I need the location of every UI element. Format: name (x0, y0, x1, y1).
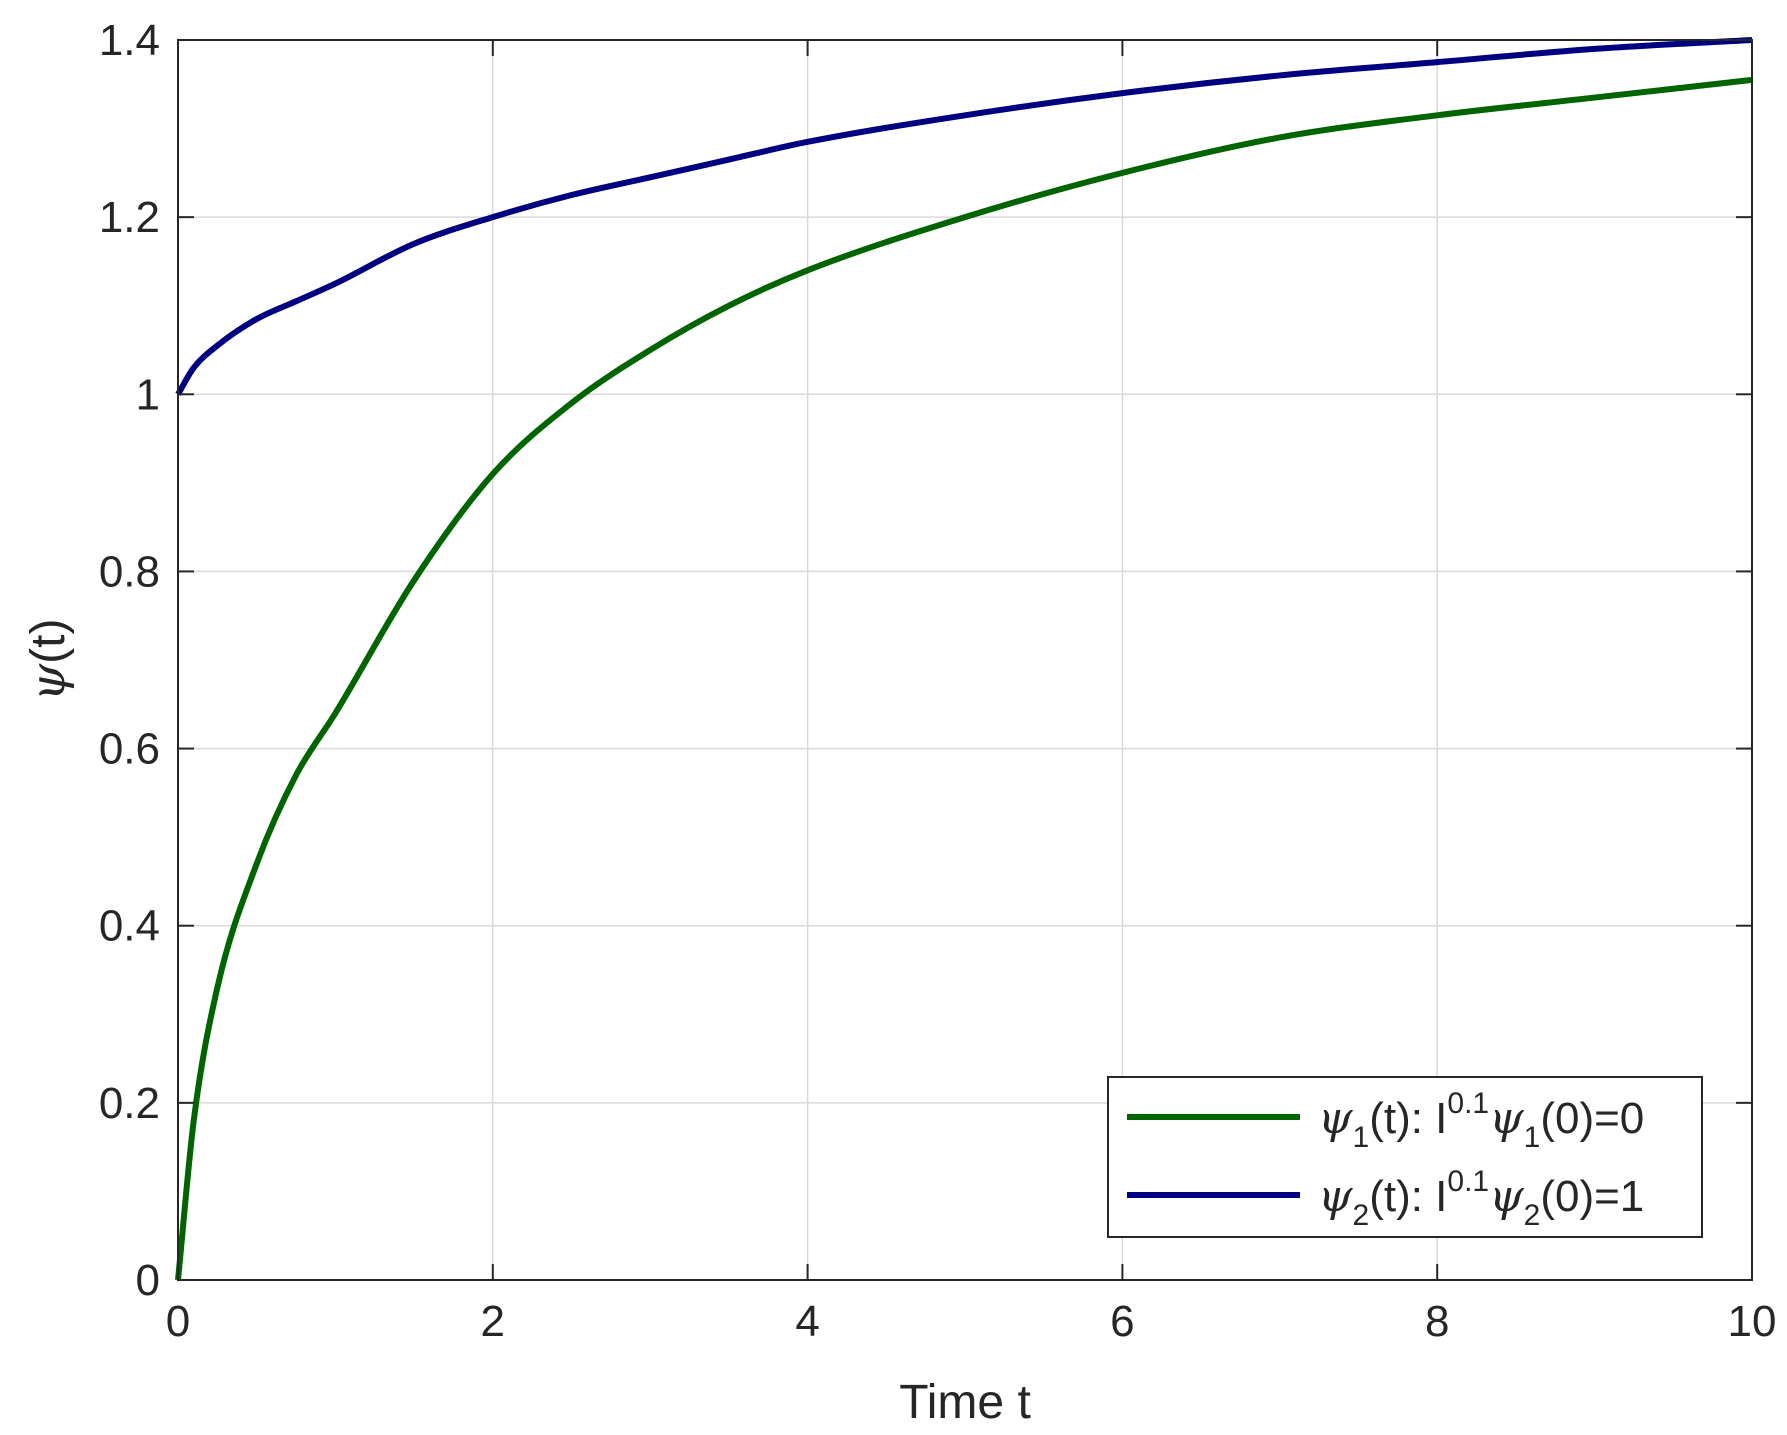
series-line-psi1 (175, 76, 1753, 1281)
y-tick-label: 1.4 (99, 16, 160, 65)
grid (178, 40, 1752, 1280)
y-tick-label: 1.2 (99, 193, 160, 242)
y-axis-label: (t) (22, 619, 75, 664)
legend: ψ1(t): I0.1ψ1(0)=0 ψ2(t): I0.1ψ2(0)=1 (1107, 1076, 1703, 1238)
plot-frame (177, 39, 1753, 1281)
legend-entry-psi2: ψ2(t): I0.1ψ2(0)=1 (1318, 1165, 1644, 1232)
y-tick-label: 0.6 (99, 725, 160, 774)
axis-ticks: 0 2 4 6 8 10 0 0.2 0.4 0.6 0.8 1 1.2 1.4 (99, 16, 1777, 1346)
y-tick-label: 1 (136, 370, 160, 419)
x-tick-label: 2 (481, 1297, 505, 1346)
y-tick-label: 0 (136, 1256, 160, 1305)
x-tick-label: 0 (166, 1297, 190, 1346)
x-tick-label: 10 (1728, 1297, 1777, 1346)
y-tick-label: 0.8 (99, 547, 160, 596)
legend-entry-psi1: ψ1(t): I0.1ψ1(0)=0 (1318, 1087, 1644, 1154)
x-tick-label: 4 (795, 1297, 819, 1346)
y-axis-title: ψ(t) (20, 619, 76, 702)
x-axis-title: Time t (899, 1376, 1031, 1429)
y-axis-symbol: ψ (20, 662, 76, 701)
x-tick-label: 6 (1110, 1297, 1134, 1346)
series-lines (175, 37, 1753, 1281)
y-tick-label: 0.4 (99, 902, 160, 951)
x-tick-label: 8 (1425, 1297, 1449, 1346)
series-line-psi2 (175, 37, 1753, 396)
y-tick-label: 0.2 (99, 1079, 160, 1128)
legend-box (1107, 1076, 1703, 1238)
